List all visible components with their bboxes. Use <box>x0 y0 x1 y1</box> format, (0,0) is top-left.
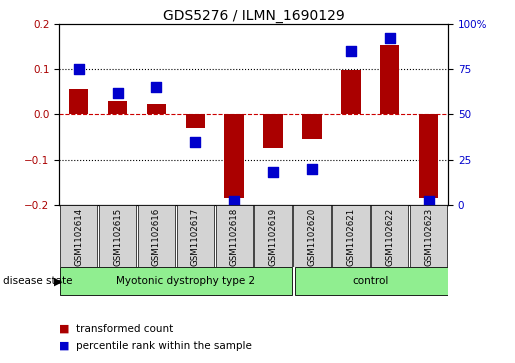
Text: GSM1102622: GSM1102622 <box>385 208 394 266</box>
Text: ▶: ▶ <box>54 276 62 286</box>
Text: disease state: disease state <box>3 276 72 286</box>
Bar <box>99 205 136 267</box>
Text: GSM1102617: GSM1102617 <box>191 208 200 266</box>
Text: control: control <box>352 276 388 286</box>
Text: GSM1102616: GSM1102616 <box>152 208 161 266</box>
Point <box>75 66 83 72</box>
Bar <box>185 114 205 128</box>
Bar <box>138 205 175 267</box>
Point <box>113 90 122 95</box>
Bar <box>60 268 291 295</box>
Text: GSM1102614: GSM1102614 <box>74 208 83 266</box>
Bar <box>69 89 89 114</box>
Bar <box>302 114 322 139</box>
Text: GSM1102623: GSM1102623 <box>424 208 433 266</box>
Point <box>191 139 199 144</box>
Text: ■: ■ <box>59 323 70 334</box>
Bar <box>60 205 97 267</box>
Bar <box>263 114 283 148</box>
Text: GSM1102618: GSM1102618 <box>230 208 238 266</box>
Title: GDS5276 / ILMN_1690129: GDS5276 / ILMN_1690129 <box>163 9 345 23</box>
Bar <box>177 205 214 267</box>
Text: GSM1102619: GSM1102619 <box>269 208 278 266</box>
Text: GSM1102620: GSM1102620 <box>307 208 316 266</box>
Point <box>347 48 355 54</box>
Bar <box>332 205 369 267</box>
Bar <box>341 70 360 114</box>
Point <box>230 199 238 204</box>
Bar <box>410 205 447 267</box>
Bar <box>108 101 127 114</box>
Bar <box>371 205 408 267</box>
Bar <box>225 114 244 198</box>
Point <box>269 170 277 175</box>
Text: Myotonic dystrophy type 2: Myotonic dystrophy type 2 <box>116 276 255 286</box>
Text: GSM1102615: GSM1102615 <box>113 208 122 266</box>
Bar <box>216 205 253 267</box>
Bar <box>147 104 166 114</box>
Bar <box>295 268 449 295</box>
Text: percentile rank within the sample: percentile rank within the sample <box>76 340 252 351</box>
Point <box>152 84 161 90</box>
Text: transformed count: transformed count <box>76 323 173 334</box>
Bar <box>254 205 291 267</box>
Bar <box>380 45 400 114</box>
Point <box>424 199 433 204</box>
Bar <box>419 114 438 198</box>
Point <box>308 166 316 172</box>
Point <box>386 35 394 41</box>
Text: GSM1102621: GSM1102621 <box>347 208 355 266</box>
Bar <box>294 205 331 267</box>
Text: ■: ■ <box>59 340 70 351</box>
